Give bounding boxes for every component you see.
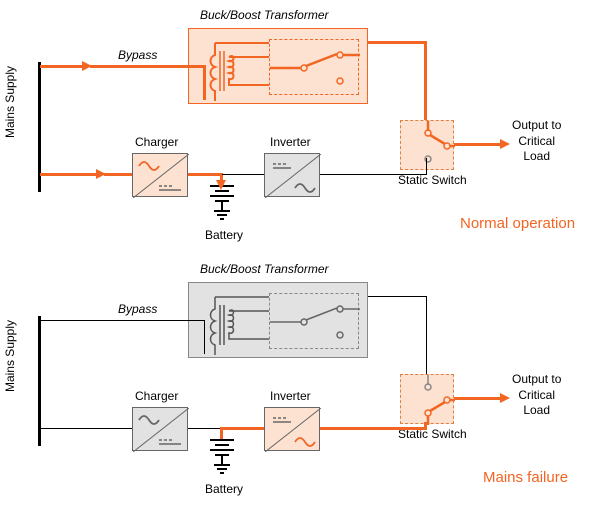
mains-bar bbox=[38, 316, 41, 446]
arrow-to-battery bbox=[216, 180, 226, 190]
caption-mains-failure: Mains failure bbox=[483, 469, 568, 486]
charger-box bbox=[132, 407, 188, 451]
transformer-box bbox=[188, 282, 368, 358]
inverter-label: Inverter bbox=[270, 389, 311, 403]
transformer-switch-box bbox=[269, 39, 359, 95]
buck-boost-label: Buck/Boost Transformer bbox=[200, 8, 328, 22]
inverter-label: Inverter bbox=[270, 135, 311, 149]
static-switch-box bbox=[400, 120, 454, 170]
output-label: Output to Critical Load bbox=[512, 372, 561, 419]
bypass-label: Bypass bbox=[118, 302, 157, 316]
static-switch-box bbox=[400, 374, 454, 424]
mains-supply-label: Mains Supply bbox=[3, 2, 17, 202]
output-label: Output to Critical Load bbox=[512, 118, 561, 165]
inverter-box bbox=[264, 407, 320, 451]
caption-normal: Normal operation bbox=[460, 215, 575, 232]
battery-label: Battery bbox=[205, 228, 243, 242]
bypass-label: Bypass bbox=[118, 48, 157, 62]
transformer-box bbox=[188, 28, 368, 104]
diagram-mains-failure: Mains Supply Bypass Buck/Boost Transform… bbox=[0, 254, 600, 508]
mains-supply-label: Mains Supply bbox=[3, 256, 17, 456]
arrow-output bbox=[500, 393, 510, 403]
transformer-switch-box bbox=[269, 293, 359, 349]
battery-label: Battery bbox=[205, 482, 243, 496]
charger-box bbox=[132, 153, 188, 197]
diagram-normal-operation: Mains Supply Bypass Buck/Boost Transform… bbox=[0, 0, 600, 254]
path-bypass-1 bbox=[40, 65, 86, 68]
arrow-output bbox=[500, 139, 510, 149]
battery-symbol bbox=[208, 439, 236, 479]
inverter-box bbox=[264, 153, 320, 197]
battery-symbol bbox=[208, 185, 236, 225]
charger-label: Charger bbox=[135, 389, 178, 403]
static-switch-label: Static Switch bbox=[398, 173, 467, 187]
buck-boost-label: Buck/Boost Transformer bbox=[200, 262, 328, 276]
charger-label: Charger bbox=[135, 135, 178, 149]
